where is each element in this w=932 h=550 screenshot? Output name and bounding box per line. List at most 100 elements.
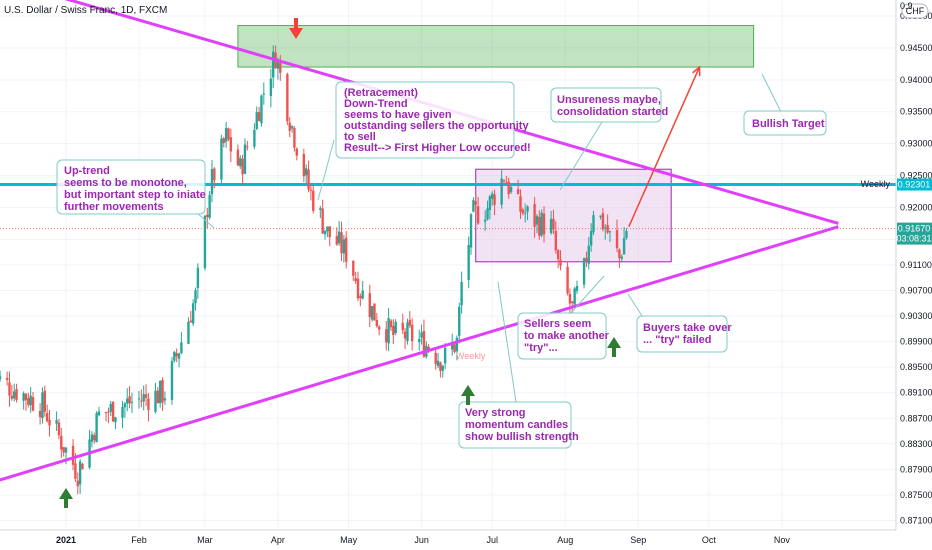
candle-down [359,296,362,298]
weekly-level-label: Weekly [861,179,891,189]
candle-up [420,332,423,338]
candle-up [573,288,576,305]
candle-down [571,301,574,303]
candle-up [620,256,623,259]
y-tick-label: 0.94500 [900,43,932,53]
note-buyers[interactable]: Buyers take over ... "try" failed [636,315,735,353]
candle-down [618,249,621,258]
price-axis[interactable]: 0.87100 0.87500 0.87900 0.88300 0.88700 0.891… [895,0,932,550]
candle-up [500,178,503,205]
candle-up [323,230,327,235]
candle-up [587,245,590,264]
candle-up [486,208,489,220]
candle-down [227,128,230,140]
candle-down [128,396,131,404]
candle-up [210,168,214,195]
candle-down [493,194,496,205]
candle-up [253,129,256,147]
candle-up [272,51,275,78]
candle-down [403,331,407,339]
note-bullish-target[interactable]: Bullish Target [743,110,827,136]
candle-down [538,216,541,236]
note-uptrend[interactable]: Up-trend seems to be monotone, but impor… [56,159,209,215]
candle-up [276,61,280,69]
candle-down [352,261,355,276]
bullish-target-zone[interactable] [237,25,755,68]
candle-down [229,137,233,152]
candle-down [377,326,381,330]
candle-up [194,290,197,304]
y-tick-label: 0.92000 [900,203,932,213]
candle-up [22,393,25,401]
candle-down [556,250,560,260]
candle-up [589,230,593,246]
y-tick-label: 0.90300 [900,311,932,321]
ascending-trendline[interactable] [0,225,839,482]
candle-down [93,435,96,441]
candle-up [488,196,492,211]
candle-up [436,360,440,367]
candle-down [521,209,525,214]
note-sellers[interactable]: Sellers seem to make another "try"... [517,312,612,360]
candle-down [45,413,49,422]
candle-down [476,206,480,224]
candle-down [76,480,79,487]
candle-up [142,394,145,402]
candle-up [121,406,124,418]
bullish-projection-arrow[interactable] [628,65,701,227]
candle-down [27,398,30,405]
candle-down [111,401,115,422]
candle-up [64,447,68,453]
weekly-mark-text: Weekly [456,351,486,361]
candle-down [62,447,65,453]
candle-up [370,306,374,320]
candle-up [592,215,595,233]
candle-up [130,401,134,403]
candle-up [460,281,463,306]
candle-down [144,394,148,398]
last-price-tag: 0.91670 03:08:31 [896,222,932,245]
last-price-value: 0.91670 [898,224,931,234]
y-tick-label: 0.88700 [900,413,932,423]
candle-down [10,395,14,399]
time-axis[interactable]: 2021 Feb Mar Apr May Jun Jul Aug Sep Oct Nov [0,529,932,550]
candle-up [540,212,543,236]
candle-up [123,403,127,408]
candle-down [542,213,546,235]
candle-down [385,329,388,343]
candle-down [175,353,178,357]
candles [0,45,628,495]
candle-down [293,127,296,148]
candle-down [24,393,28,401]
candle-down [279,62,282,73]
candle-up [337,231,341,244]
candle-up [55,420,58,424]
candle-up [472,200,475,212]
note-retracement[interactable]: (Retracement) Down-Trend seems to have g… [335,81,532,159]
candle-up [455,337,459,352]
note-unsureness[interactable]: Unsureness maybe, consolidation started [550,87,668,123]
svg-text:Buyers take over ... ": Buyers take over ... "try" failed [643,322,735,346]
currency-badge[interactable]: CHF [901,3,929,19]
note-momentum[interactable]: Very strong momentum candles show bullis… [458,401,579,449]
candle-up [97,411,101,416]
x-tick-label: Sep [630,535,646,545]
candle-down [31,397,35,411]
candle-down [213,168,216,181]
candle-down [321,208,324,234]
candle-up [575,285,579,291]
y-tick-label: 0.89900 [900,337,932,347]
candle-up [599,215,602,217]
candle-down [81,463,84,470]
candle-down [375,320,379,327]
y-tick-label: 0.89500 [900,362,932,372]
candle-down [15,388,18,400]
candle-down [552,218,555,230]
candle-down [104,411,108,413]
candle-down [507,181,510,195]
candle-up [491,193,494,199]
candle-down [434,352,437,365]
candle-down [554,230,558,251]
candle-down [356,278,360,299]
